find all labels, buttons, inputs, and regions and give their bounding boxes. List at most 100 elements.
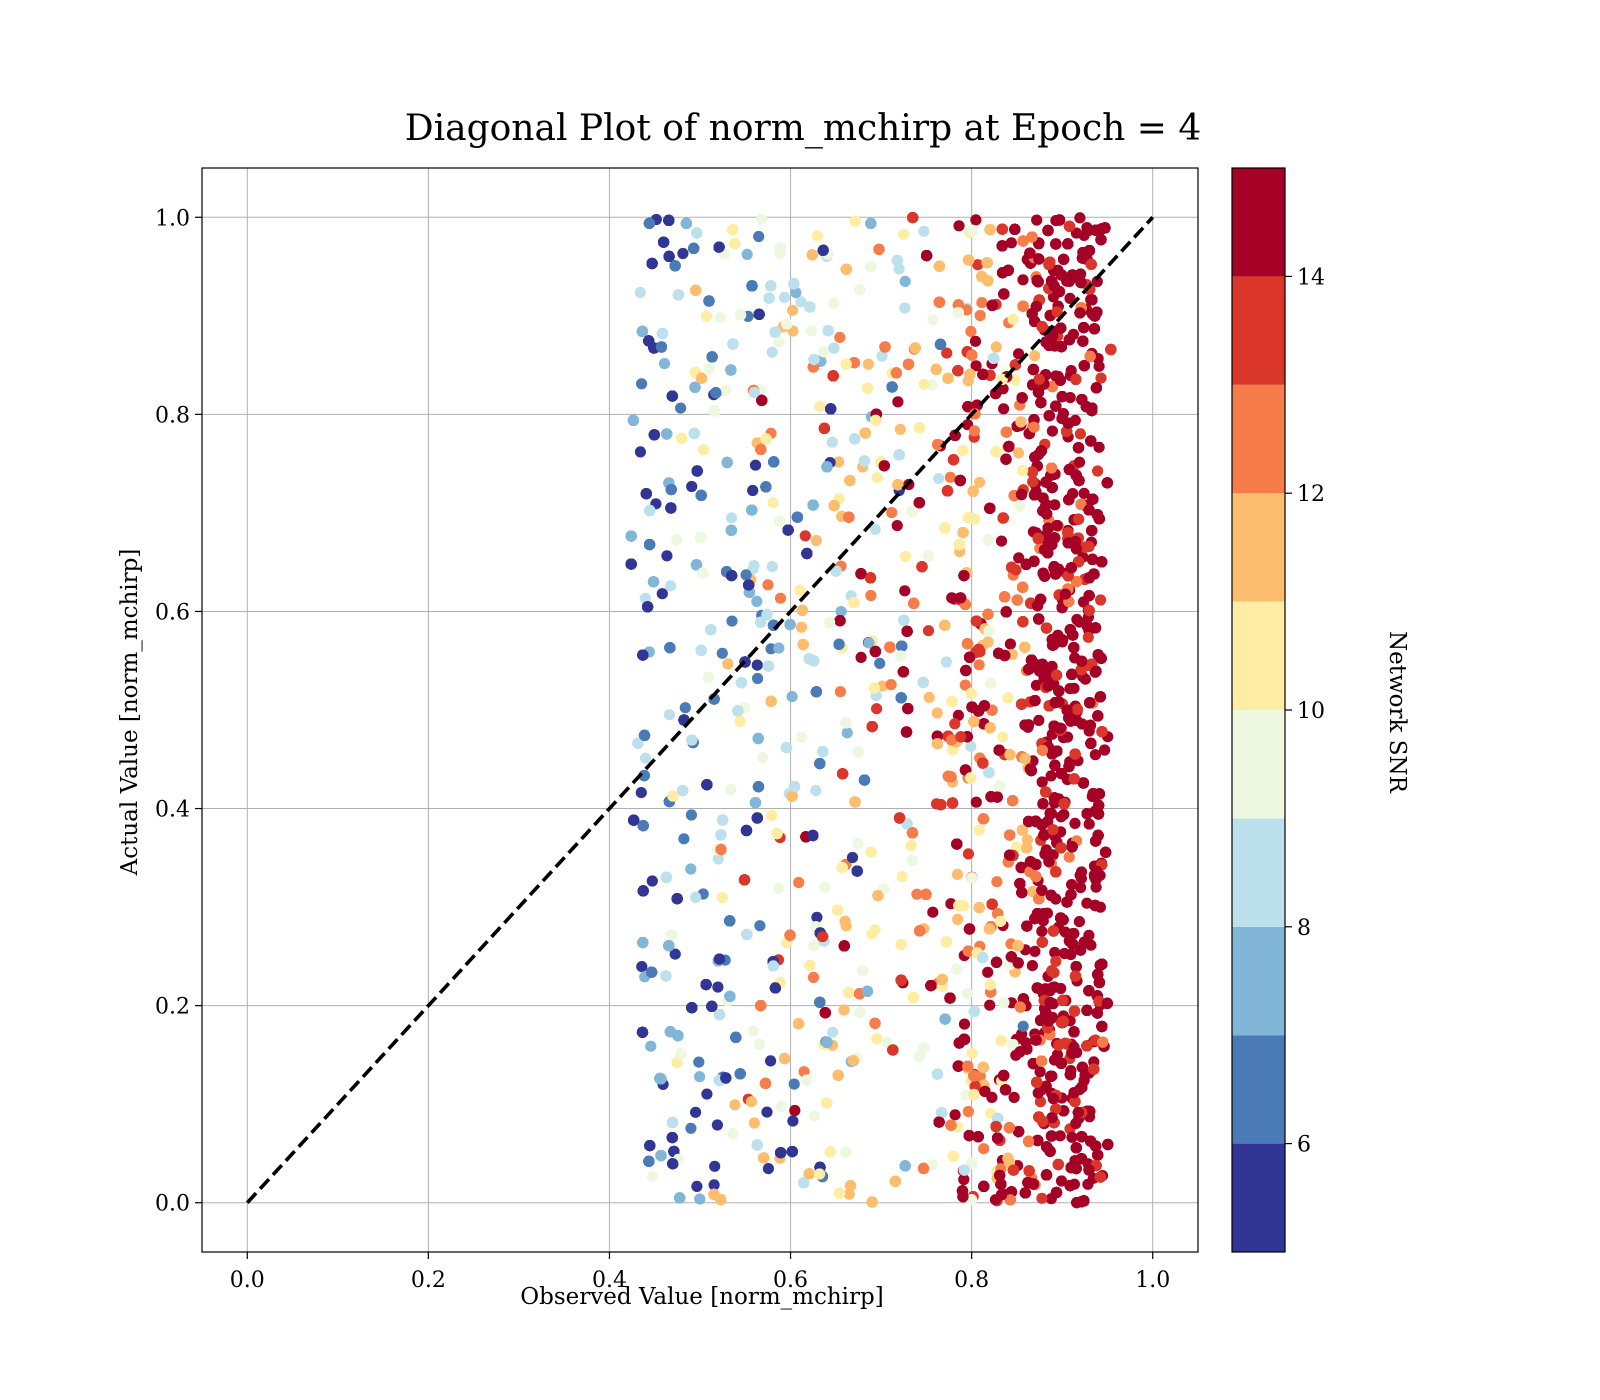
scatter-point	[1036, 1192, 1048, 1204]
scatter-point	[747, 1025, 759, 1037]
scatter-point	[795, 296, 807, 308]
scatter-point	[1064, 292, 1076, 304]
scatter-point	[675, 402, 687, 414]
scatter-point	[891, 520, 903, 532]
scatter-point	[974, 476, 986, 488]
scatter-point	[811, 911, 823, 923]
scatter-point	[827, 1026, 839, 1038]
scatter-point	[634, 286, 646, 299]
scatter-point	[1095, 594, 1107, 606]
scatter-point	[899, 550, 912, 563]
scatter-point	[896, 871, 908, 883]
scatter-point	[1026, 960, 1038, 972]
scatter-point	[835, 606, 847, 618]
scatter-point	[1005, 237, 1018, 249]
scatter-point	[1078, 487, 1090, 499]
scatter-point	[998, 403, 1010, 415]
scatter-point	[774, 515, 786, 527]
scatter-point	[911, 888, 923, 900]
scatter-point	[752, 672, 764, 685]
scatter-point	[949, 1109, 961, 1121]
scatter-point	[962, 1105, 974, 1118]
scatter-point	[899, 302, 911, 314]
scatter-point	[1049, 499, 1061, 511]
scatter-point	[686, 480, 698, 493]
scatter-point	[1023, 719, 1035, 731]
scatter-point	[767, 497, 779, 509]
scatter-point	[799, 530, 811, 542]
scatter-point	[874, 657, 886, 670]
scatter-point	[722, 658, 734, 670]
scatter-point	[1066, 1131, 1078, 1143]
scatter-point	[778, 291, 791, 303]
scatter-point	[969, 335, 982, 347]
scatter-point	[751, 659, 763, 671]
scatter-point	[754, 920, 766, 932]
scatter-point	[991, 876, 1003, 888]
scatter-point	[1099, 744, 1111, 756]
scatter-point	[974, 309, 986, 322]
scatter-point	[944, 471, 957, 483]
scatter-point	[834, 686, 847, 698]
scatter-point	[1059, 926, 1071, 938]
scatter-point	[970, 360, 982, 372]
scatter-point	[976, 297, 988, 309]
scatter-point	[646, 875, 658, 887]
scatter-point	[846, 851, 859, 864]
scatter-point	[639, 592, 651, 604]
scatter-point	[959, 679, 971, 691]
scatter-point	[840, 1146, 852, 1158]
scatter-point	[843, 1188, 855, 1200]
scatter-point	[1069, 817, 1081, 830]
scatter-point	[795, 621, 808, 633]
scatter-point	[712, 981, 724, 993]
scatter-point	[661, 550, 673, 562]
scatter-point	[685, 1122, 697, 1134]
scatter-point	[953, 220, 965, 232]
scatter-point	[726, 615, 738, 627]
scatter-point	[712, 853, 724, 865]
scatter-point	[749, 459, 762, 471]
scatter-point	[927, 906, 939, 918]
scatter-point	[839, 915, 851, 927]
chart-title: Diagonal Plot of norm_mchirp at Epoch = …	[405, 108, 1202, 149]
scatter-point	[899, 275, 911, 287]
scatter-point	[923, 691, 935, 704]
scatter-point	[933, 473, 945, 485]
scatter-point	[990, 341, 1002, 353]
scatter-point	[1093, 360, 1105, 372]
scatter-point	[1050, 955, 1062, 967]
scatter-point	[1008, 1091, 1020, 1103]
scatter-point	[762, 1163, 775, 1175]
scatter-point	[941, 347, 953, 359]
scatter-point	[833, 456, 845, 468]
scatter-point	[748, 560, 760, 572]
scatter-point	[787, 304, 799, 316]
scatter-point	[805, 325, 817, 337]
scatter-point	[881, 1036, 893, 1048]
scatter-point	[965, 325, 977, 337]
scatter-point	[726, 512, 738, 524]
scatter-point	[741, 248, 753, 260]
scatter-point	[636, 961, 648, 973]
scatter-point	[690, 891, 702, 903]
scatter-point	[946, 592, 958, 604]
scatter-point	[756, 213, 768, 225]
scatter-point	[1073, 916, 1085, 928]
scatter-point	[762, 579, 774, 591]
scatter-point	[966, 1047, 978, 1059]
scatter-point	[669, 948, 681, 960]
scatter-point	[693, 1056, 705, 1068]
scatter-point	[838, 1004, 850, 1016]
scatter-point	[665, 928, 678, 941]
scatter-point	[984, 999, 996, 1011]
scatter-point	[871, 703, 883, 715]
scatter-point	[690, 1106, 702, 1118]
scatter-point	[970, 796, 982, 808]
scatter-point	[745, 1096, 758, 1108]
scatter-point	[1013, 552, 1025, 564]
scatter-point	[1073, 456, 1086, 468]
scatter-point	[1054, 1130, 1066, 1142]
scatter-point	[982, 966, 994, 978]
scatter-point	[671, 1057, 683, 1069]
